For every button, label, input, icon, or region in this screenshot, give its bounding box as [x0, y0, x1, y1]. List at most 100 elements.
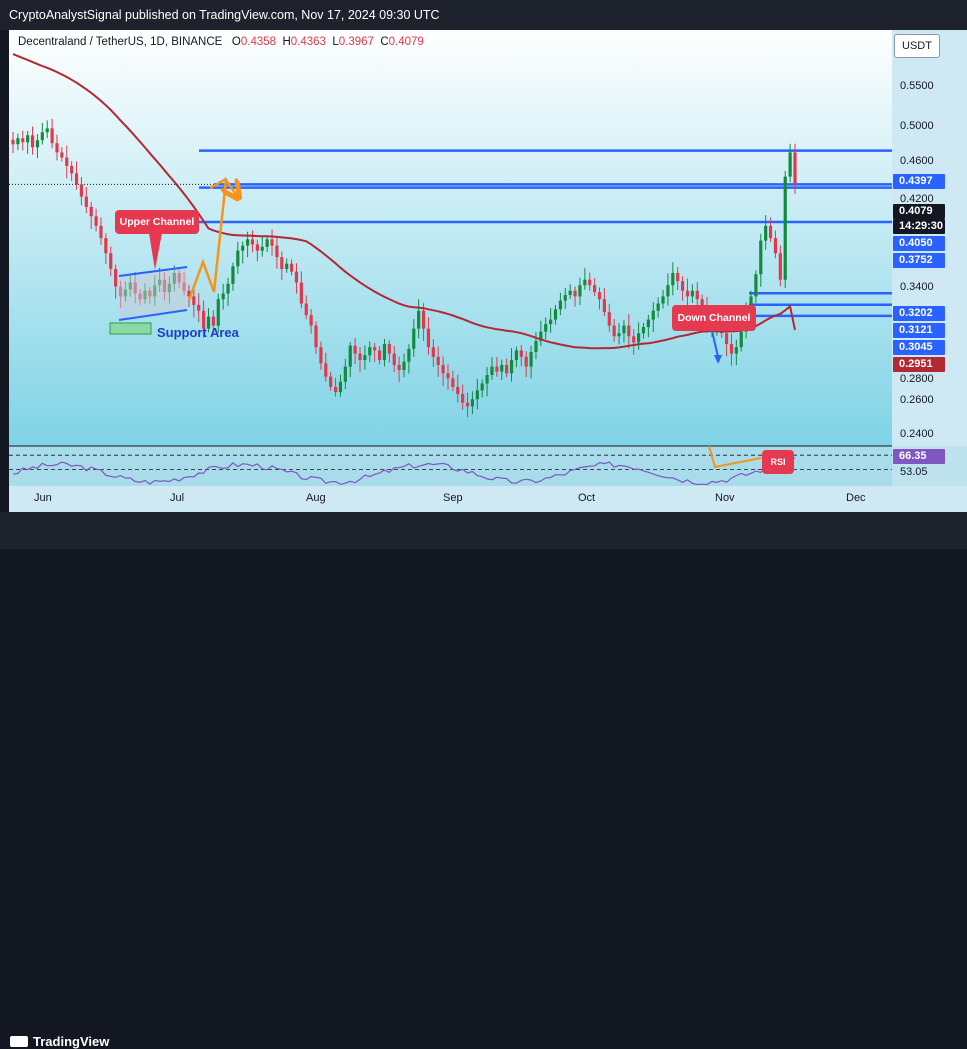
candle-body	[421, 310, 426, 329]
candle-body	[451, 378, 455, 387]
candle-body	[632, 336, 636, 343]
price-tick: 0.5500	[900, 80, 934, 92]
candle-body	[309, 315, 313, 326]
candle-body	[226, 283, 230, 294]
candle-body	[544, 324, 548, 332]
time-tick: Sep	[443, 492, 463, 504]
candle-body	[553, 309, 558, 320]
candle-body	[426, 328, 431, 348]
candle-body	[461, 393, 465, 403]
candle-body	[16, 138, 20, 145]
candle-body	[734, 347, 738, 354]
candle-body	[299, 282, 303, 304]
candle-body	[729, 344, 734, 354]
candle-body	[514, 350, 519, 361]
upper-channel-annotation: Upper Channel	[115, 210, 199, 234]
candle-body	[30, 135, 35, 148]
candle-body	[529, 352, 533, 367]
projection-arrow-head	[209, 177, 227, 190]
candle-body	[685, 290, 690, 297]
price-tick: 0.2800	[900, 373, 934, 385]
time-axis[interactable]	[9, 486, 967, 512]
level-label-0-3202: 0.3202	[893, 306, 945, 321]
candle-body	[597, 292, 602, 300]
time-tick: Oct	[578, 492, 596, 504]
candle-body	[656, 303, 660, 311]
candle-body	[788, 152, 792, 177]
candle-body	[294, 271, 299, 283]
candle-body	[231, 266, 235, 284]
level-label-0-4050: 0.4050	[893, 236, 945, 251]
projection-arrow	[187, 176, 237, 301]
candle-body	[539, 331, 543, 341]
candle-body	[627, 325, 631, 337]
candle-body	[519, 350, 523, 357]
candle-body	[280, 257, 284, 269]
candle-body	[377, 350, 382, 361]
candle-body	[99, 225, 103, 239]
moving-average-line	[12, 53, 796, 350]
close-label: C	[380, 36, 389, 48]
upper-channel-fill	[119, 267, 187, 320]
candle-body	[490, 366, 494, 375]
tradingview-logo: TradingView	[10, 1034, 109, 1049]
high-value: 0.4363	[290, 36, 326, 48]
candle-body	[695, 290, 699, 300]
time-tick: Aug	[306, 492, 326, 504]
candle-body	[661, 296, 665, 304]
candle-body	[402, 361, 406, 370]
support-area-label: Support Area	[157, 325, 239, 340]
candle-body	[40, 132, 44, 141]
candle-body	[192, 296, 196, 305]
price-tick: 0.2400	[900, 428, 934, 440]
rsi-arrow	[708, 445, 762, 469]
publish-bar: CryptoAnalystSignal published on Trading…	[0, 0, 967, 30]
price-chart[interactable]	[9, 30, 892, 486]
level-label-0-3752: 0.3752	[893, 253, 945, 268]
candle-body	[353, 345, 357, 354]
candle-body	[348, 345, 352, 367]
candle-body	[617, 333, 621, 337]
candle-body	[764, 225, 768, 241]
candle-body	[84, 196, 88, 207]
tradingview-brand: TradingView	[33, 1034, 110, 1049]
candle-body	[109, 253, 113, 269]
candle-body	[676, 272, 680, 282]
candle-body	[221, 293, 225, 300]
rsi-line	[12, 457, 796, 486]
candle-body	[236, 250, 240, 267]
candle-body	[509, 360, 514, 374]
candle-body	[197, 304, 201, 311]
rsi-pane-background	[9, 446, 892, 486]
candle-body	[329, 376, 333, 387]
candle-body	[593, 285, 597, 293]
candle-body	[368, 347, 372, 356]
candle-body	[671, 272, 675, 286]
candle-body	[265, 239, 269, 247]
candle-body	[568, 290, 572, 295]
candle-body	[563, 294, 567, 301]
candle-body	[480, 383, 484, 391]
candle-body	[768, 225, 773, 239]
candle-body	[612, 325, 616, 337]
currency-button[interactable]: USDT	[894, 34, 940, 58]
candle-body	[793, 152, 797, 185]
candle-body	[26, 135, 30, 143]
symbol-line: Decentraland / TetherUS, 1D, BINANCE	[18, 36, 223, 48]
candle-body	[74, 173, 79, 185]
candle-body	[397, 364, 401, 370]
upper-channel-bottom-line	[118, 309, 188, 321]
candle-body	[343, 366, 347, 382]
low-value: 0.3967	[338, 36, 374, 48]
last-price-label: 0.4079	[893, 204, 945, 219]
candle-body	[338, 381, 343, 393]
support-area-box	[109, 322, 152, 335]
candle-body	[651, 310, 655, 320]
candle-body	[94, 216, 98, 226]
candle-body	[441, 364, 445, 374]
candle-body	[588, 279, 592, 286]
open-label: O	[231, 36, 241, 48]
level-label-0-4397: 0.4397	[893, 174, 945, 189]
candle-body	[104, 238, 108, 254]
